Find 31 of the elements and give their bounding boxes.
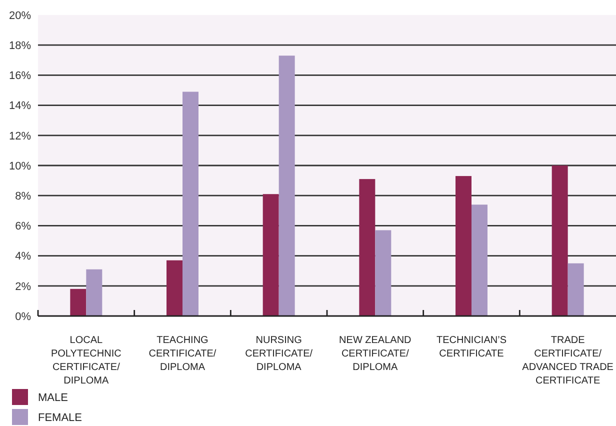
bar xyxy=(568,263,584,316)
x-tick-label: TRADE CERTIFICATE/ADVANCED TRADE CERTIFICATE xyxy=(522,335,614,386)
legend-label: FEMALE xyxy=(38,412,82,424)
y-tick-label: 8% xyxy=(15,190,32,202)
y-tick-label: 6% xyxy=(15,220,32,233)
x-tick-label: TEACHING CERTIFICATE/DIPLOMA xyxy=(148,335,216,373)
x-tick-label: LOCAL POLYTECHNIC CERTIFICATE/DIPLOMA xyxy=(50,335,122,386)
y-tick-label: 14% xyxy=(8,100,32,112)
y-tick-label: 18% xyxy=(8,40,32,52)
bar xyxy=(182,92,198,316)
y-tick-label: 4% xyxy=(15,250,32,263)
y-tick-label: 10% xyxy=(8,160,32,172)
y-tick-label: 12% xyxy=(8,130,32,142)
y-tick-label: 2% xyxy=(15,280,32,293)
bar xyxy=(86,269,102,316)
x-tick-label: NEW ZEALAND CERTIFICATE/DIPLOMA xyxy=(339,335,412,373)
bar xyxy=(262,194,279,316)
bar xyxy=(359,179,376,316)
legend-label: MALE xyxy=(38,392,68,404)
bar xyxy=(552,166,568,316)
y-tick-label: 16% xyxy=(8,70,32,82)
y-tick-label: 0% xyxy=(15,310,32,323)
y-tick-label: 20% xyxy=(8,10,32,22)
x-tick-label: TECHNICIAN’S CERTIFICATE xyxy=(436,335,507,360)
bar xyxy=(166,260,182,316)
bar xyxy=(375,230,392,316)
bar xyxy=(456,176,472,316)
bar xyxy=(70,288,86,316)
bar xyxy=(472,204,488,316)
bar xyxy=(278,56,295,316)
x-tick-label: NURSING CERTIFICATE/DIPLOMA xyxy=(245,335,313,373)
